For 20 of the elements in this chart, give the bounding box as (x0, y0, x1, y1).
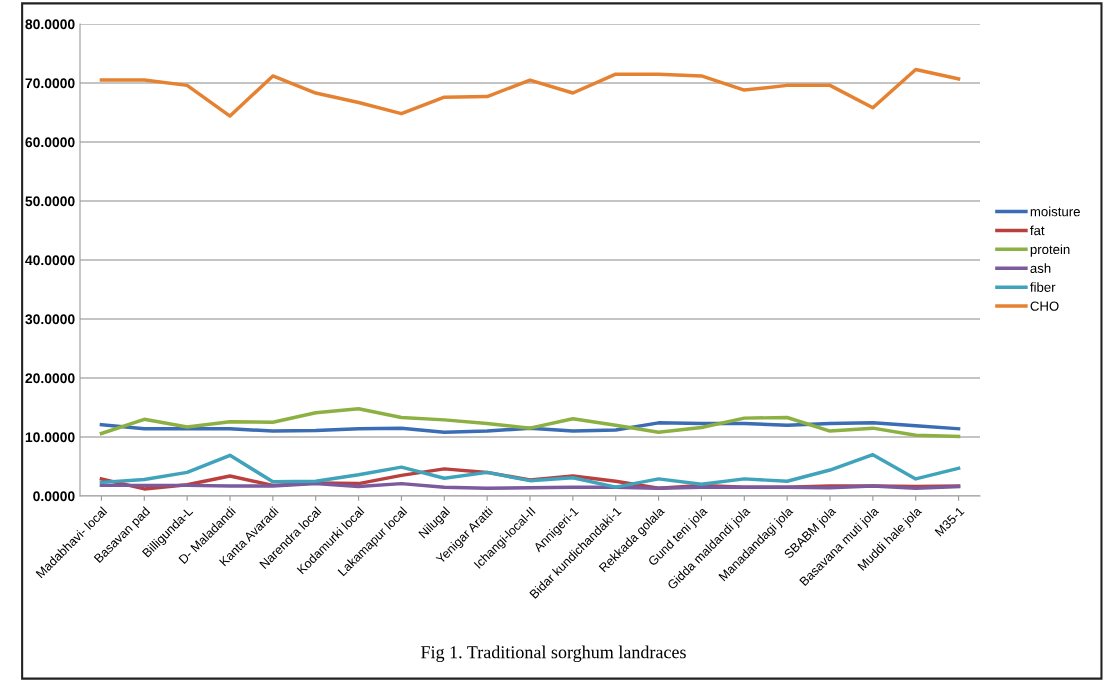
legend-label: moisture (1030, 206, 1080, 217)
y-tick-label: 20.0000 (25, 373, 75, 384)
y-tick-label: 80.0000 (25, 19, 75, 30)
y-tick-label: 70.0000 (25, 78, 75, 89)
line-series (99, 67, 961, 118)
y-tick-label: 50.0000 (25, 196, 75, 207)
caption: Fig 1. Traditional sorghum landraces (421, 645, 686, 663)
legend-label: ash (1030, 263, 1051, 273)
y-tick-label: 40.0000 (25, 255, 75, 266)
legend-label: fiber (1030, 282, 1056, 292)
line-series (99, 452, 961, 489)
line-series (99, 406, 961, 439)
y-tick-label: 10.0000 (25, 432, 75, 443)
y-tick-label: 60.0000 (25, 137, 75, 148)
legend-label: fat (1030, 225, 1045, 236)
legend-label: CHO (1030, 301, 1059, 311)
line-series (99, 421, 961, 435)
legend-label: protein (1030, 244, 1070, 257)
y-tick-label: 0.0000 (33, 491, 75, 502)
y-tick-label: 30.0000 (25, 314, 75, 325)
